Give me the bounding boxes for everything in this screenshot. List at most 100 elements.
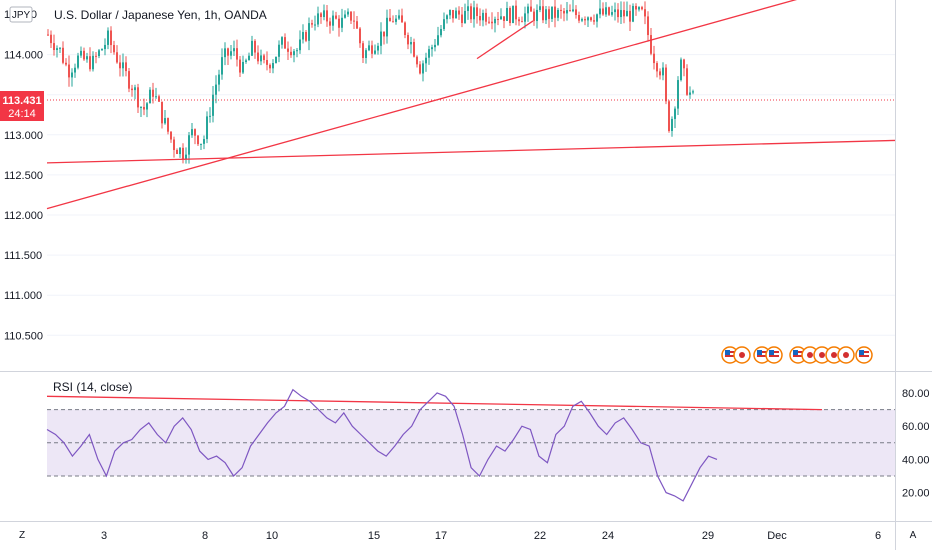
trendline[interactable]	[476, 20, 534, 60]
currency-badge[interactable]: JPY	[9, 6, 33, 23]
price-axis-tick: 112.000	[4, 210, 43, 222]
current-price-value: 113.431	[2, 95, 41, 107]
candle-body	[662, 67, 664, 76]
candle-body	[323, 10, 325, 18]
us-flag-event-icon[interactable]	[765, 346, 783, 364]
candle-body	[272, 63, 274, 69]
candle-body	[503, 16, 505, 21]
candle-body	[620, 10, 622, 18]
candle-body	[677, 80, 679, 109]
candle-body	[563, 10, 565, 14]
candle-body	[692, 91, 694, 93]
japan-flag-event-icon[interactable]	[837, 346, 855, 364]
candle-body	[224, 48, 226, 58]
candle-body	[674, 108, 676, 119]
trendline[interactable]	[46, 0, 895, 210]
candle-body	[611, 12, 613, 15]
candle-body	[452, 9, 454, 19]
rsi-trendline[interactable]	[46, 395, 823, 411]
candle-body	[293, 51, 295, 56]
candle-body	[287, 48, 289, 52]
bar-countdown: 24:14	[8, 108, 36, 120]
candle-body	[653, 53, 655, 64]
candle-body	[404, 22, 406, 36]
time-axis-label: 6	[875, 530, 881, 542]
candle-body	[509, 7, 511, 24]
candle-body	[314, 24, 316, 26]
candle-body	[296, 50, 298, 52]
japan-flag-event-icon[interactable]	[813, 346, 831, 364]
candle-body	[326, 10, 328, 22]
candle-body	[260, 55, 262, 62]
candle-body	[500, 16, 502, 20]
price-axis[interactable]: 114.000113.500113.000112.500112.000111.5…	[4, 9, 43, 342]
time-axis-label: 15	[368, 530, 380, 542]
candle-body	[683, 59, 685, 69]
candle-body	[182, 147, 184, 160]
candle-body	[413, 41, 415, 57]
candle-body	[542, 6, 544, 21]
rsi-axis-tick: 40.00	[902, 454, 930, 466]
candle-body	[539, 6, 541, 10]
candle-body	[431, 47, 433, 50]
candle-body	[107, 30, 109, 45]
candle-body	[392, 21, 394, 23]
candle-body	[428, 49, 430, 58]
candle-body	[557, 9, 559, 18]
candle-body	[137, 87, 139, 108]
candle-body	[356, 21, 358, 29]
time-axis[interactable]: 3 8 10 15 17 22 24 29 Dec 6	[101, 530, 881, 542]
candle-body	[668, 101, 670, 132]
candle-body	[329, 21, 331, 26]
candle-body	[353, 20, 355, 22]
candle-body	[641, 7, 643, 10]
candle-body	[131, 88, 133, 91]
japan-flag-event-icon[interactable]	[733, 346, 751, 364]
candle-body	[239, 59, 241, 73]
candle-body	[350, 11, 352, 21]
candle-body	[110, 30, 112, 46]
candle-body	[437, 35, 439, 45]
candle-body	[422, 63, 424, 74]
candle-body	[419, 64, 421, 74]
candle-body	[464, 10, 466, 24]
trendline[interactable]	[46, 139, 896, 164]
auto-scale-button-label: A	[910, 530, 917, 541]
candle-body	[299, 39, 301, 51]
candle-body	[383, 31, 385, 37]
candle-body	[545, 9, 547, 21]
candle-body	[596, 14, 598, 22]
price-axis-tick: 113.000	[4, 130, 43, 142]
candle-body	[614, 9, 616, 13]
candle-body	[533, 11, 535, 22]
candle-body	[206, 116, 208, 140]
candle-body	[485, 12, 487, 22]
candle-body	[71, 72, 73, 78]
candle-body	[221, 57, 223, 75]
candle-body	[494, 18, 496, 24]
candle-body	[371, 45, 373, 54]
candle-body	[389, 17, 391, 22]
candle-body	[332, 15, 334, 26]
candle-body	[185, 154, 187, 160]
rsi-axis[interactable]: 80.00 60.00 40.00 20.00	[902, 388, 930, 500]
candle-body	[248, 55, 250, 61]
price-trendlines[interactable]	[46, 0, 896, 210]
candle-body	[386, 17, 388, 37]
candle-body	[212, 94, 214, 116]
zoom-button[interactable]: Z	[19, 530, 25, 541]
rsi-trendline-segment[interactable]	[46, 395, 823, 411]
time-axis-label: 17	[435, 530, 447, 542]
candle-body	[461, 14, 463, 24]
candle-body	[374, 50, 376, 54]
candle-body	[59, 47, 61, 49]
candle-body	[398, 15, 400, 19]
auto-scale-button[interactable]: A	[910, 530, 917, 541]
candle-body	[89, 56, 91, 70]
candle-body	[377, 45, 379, 51]
rsi-axis-tick: 80.00	[902, 388, 930, 400]
candle-body	[590, 17, 592, 21]
us-flag-event-icon[interactable]	[855, 346, 873, 364]
event-flags[interactable]	[721, 346, 873, 364]
